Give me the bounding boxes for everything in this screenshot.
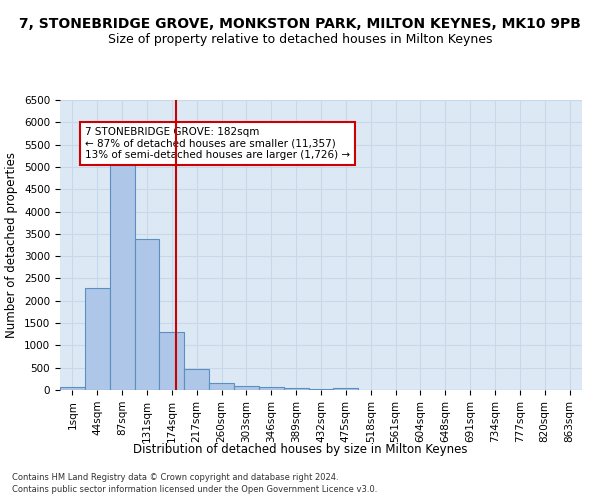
Bar xyxy=(259,387,284,390)
Bar xyxy=(134,239,160,390)
Text: Contains public sector information licensed under the Open Government Licence v3: Contains public sector information licen… xyxy=(12,485,377,494)
Bar xyxy=(110,149,134,390)
Y-axis label: Number of detached properties: Number of detached properties xyxy=(5,152,19,338)
Bar xyxy=(284,388,308,390)
Bar xyxy=(209,383,234,390)
Bar xyxy=(334,388,358,390)
Bar xyxy=(160,332,184,390)
Text: 7 STONEBRIDGE GROVE: 182sqm
← 87% of detached houses are smaller (11,357)
13% of: 7 STONEBRIDGE GROVE: 182sqm ← 87% of det… xyxy=(85,127,350,160)
Text: Distribution of detached houses by size in Milton Keynes: Distribution of detached houses by size … xyxy=(133,442,467,456)
Bar xyxy=(85,288,110,390)
Text: Size of property relative to detached houses in Milton Keynes: Size of property relative to detached ho… xyxy=(108,32,492,46)
Text: 7, STONEBRIDGE GROVE, MONKSTON PARK, MILTON KEYNES, MK10 9PB: 7, STONEBRIDGE GROVE, MONKSTON PARK, MIL… xyxy=(19,18,581,32)
Bar xyxy=(60,386,85,390)
Text: Contains HM Land Registry data © Crown copyright and database right 2024.: Contains HM Land Registry data © Crown c… xyxy=(12,472,338,482)
Bar xyxy=(234,386,259,390)
Bar xyxy=(184,368,209,390)
Bar xyxy=(308,389,334,390)
